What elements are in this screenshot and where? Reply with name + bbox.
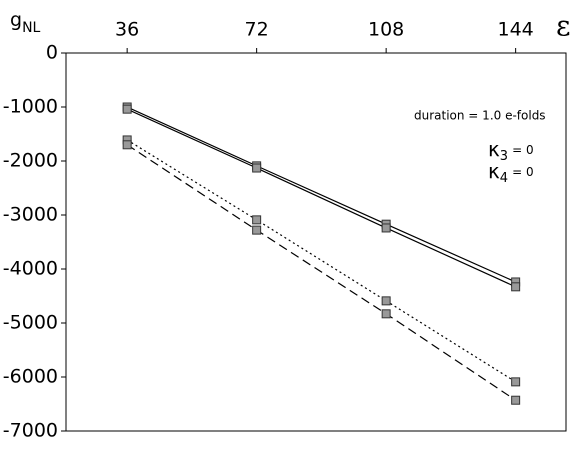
y-tick-label: 0	[46, 42, 58, 64]
y-tick-label: -7000	[3, 420, 58, 442]
series-line	[126, 108, 516, 288]
marker	[381, 309, 391, 319]
annotation: κ3 = 0	[488, 137, 534, 164]
marker	[122, 140, 132, 150]
marker	[511, 377, 521, 387]
x-axis-label: ε	[556, 10, 571, 43]
annotation: duration = 1.0 e-folds	[414, 109, 546, 123]
marker	[252, 215, 262, 225]
y-tick-label: -1000	[3, 96, 58, 118]
marker	[252, 225, 262, 235]
y-tick-label: -2000	[3, 150, 58, 172]
x-tick-label: 108	[368, 19, 404, 41]
y-tick-label: -5000	[3, 312, 58, 334]
annotation: κ4 = 0	[488, 159, 534, 186]
marker	[381, 223, 391, 233]
y-tick-label: -6000	[3, 366, 58, 388]
marker	[511, 395, 521, 405]
series-line	[126, 139, 516, 383]
x-tick-label: 144	[498, 19, 534, 41]
series-line	[126, 106, 516, 283]
marker	[252, 163, 262, 173]
y-tick-label: -4000	[3, 258, 58, 280]
marker	[381, 296, 391, 306]
y-axis-label: gNL	[10, 9, 41, 37]
marker	[511, 282, 521, 292]
x-tick-label: 72	[245, 19, 269, 41]
plot-frame	[65, 52, 567, 432]
y-tick-label: -3000	[3, 204, 58, 226]
series-line	[126, 144, 516, 401]
x-tick-label: 36	[115, 19, 139, 41]
marker	[122, 104, 132, 114]
